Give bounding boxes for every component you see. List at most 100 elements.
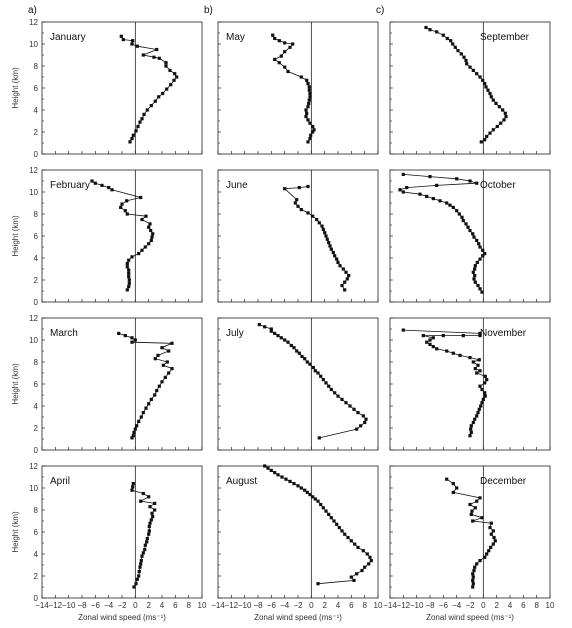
data-point: [491, 542, 495, 546]
data-point: [369, 559, 373, 563]
data-point: [473, 280, 477, 284]
data-point: [297, 186, 301, 190]
data-point: [145, 537, 149, 541]
data-point: [455, 486, 459, 490]
data-point: [324, 234, 328, 238]
data-point: [468, 228, 472, 233]
data-point: [346, 535, 350, 540]
y-tick-label: 0: [34, 446, 39, 455]
series-line: [259, 324, 367, 439]
column-label-1: b): [204, 5, 213, 16]
data-point: [306, 211, 310, 215]
data-point: [475, 414, 479, 418]
x-tick-label: 4: [508, 601, 513, 610]
data-point: [306, 118, 310, 122]
data-point: [478, 369, 482, 373]
data-point: [131, 485, 135, 489]
data-point: [464, 58, 468, 63]
data-point: [361, 549, 365, 553]
data-point: [165, 87, 169, 91]
data-point: [455, 209, 459, 213]
data-point: [475, 499, 479, 503]
data-point: [286, 340, 290, 344]
data-point: [470, 509, 474, 513]
data-point: [284, 477, 288, 481]
x-tick-label: −8: [253, 601, 263, 610]
data-point: [277, 39, 281, 43]
data-point: [141, 53, 145, 57]
data-point: [428, 338, 432, 342]
data-point: [431, 197, 435, 201]
x-tick-label: 0: [481, 601, 486, 610]
data-point: [491, 128, 495, 132]
data-point: [295, 198, 299, 202]
data-point: [451, 42, 455, 46]
data-point: [161, 91, 165, 96]
data-point: [125, 212, 129, 216]
data-point: [276, 473, 280, 477]
data-point: [167, 371, 171, 375]
data-point: [125, 199, 129, 203]
data-point: [136, 124, 140, 129]
data-point: [465, 62, 469, 66]
data-point: [481, 78, 485, 82]
data-point: [311, 124, 315, 129]
data-point: [140, 554, 144, 558]
panel-april: −14 −12 −10 −8 −6 −4 −2 0 2 4 6 8 10024681012AprilHe…: [11, 462, 207, 622]
data-point: [173, 72, 177, 76]
data-point: [288, 45, 292, 49]
data-point: [117, 331, 121, 335]
data-point: [153, 99, 157, 103]
data-point: [147, 242, 151, 246]
x-tick-label: −4: [280, 601, 290, 610]
data-point: [456, 49, 460, 53]
data-point: [327, 384, 331, 388]
data-point: [130, 340, 134, 344]
data-point: [472, 235, 476, 239]
month-label: January: [50, 32, 86, 43]
data-point: [480, 387, 484, 392]
data-point: [141, 551, 145, 555]
data-point: [315, 217, 319, 222]
data-point: [139, 195, 143, 200]
data-point: [143, 245, 147, 249]
data-point: [338, 264, 342, 268]
data-point: [481, 397, 485, 401]
data-point: [317, 436, 321, 440]
panel-january: 0 2 4 6 8 10 12 January Height (km): [11, 18, 203, 159]
data-point: [504, 115, 508, 119]
data-point: [127, 271, 131, 275]
data-point: [308, 493, 312, 497]
x-tick-label: −6: [267, 601, 277, 610]
data-point: [309, 133, 313, 137]
data-point: [495, 124, 499, 129]
data-point: [308, 95, 312, 99]
x-tick-label: −10: [62, 601, 76, 610]
x-tick-label: 6: [349, 601, 354, 610]
series-line: [91, 180, 154, 291]
data-point: [489, 95, 493, 99]
data-point: [355, 427, 359, 431]
y-axis-label: Height (km): [11, 363, 20, 405]
x-tick-label: −14: [35, 601, 49, 610]
y-tick-label: 10: [29, 484, 38, 493]
data-point: [441, 33, 445, 37]
x-tick-label: 2: [146, 601, 151, 610]
data-point: [308, 91, 312, 96]
data-point: [405, 186, 409, 190]
data-point: [483, 374, 487, 378]
data-point: [461, 219, 465, 223]
data-point: [445, 36, 449, 41]
data-point: [333, 254, 337, 258]
data-point: [367, 562, 371, 566]
data-point: [299, 486, 303, 490]
data-point: [475, 72, 479, 76]
data-point: [149, 397, 153, 401]
month-label: February: [50, 180, 90, 191]
data-point: [127, 285, 131, 289]
data-point: [155, 47, 159, 52]
data-point: [476, 411, 480, 415]
x-tick-label: 8: [186, 601, 191, 610]
panel-may: May: [217, 21, 379, 155]
x-tick-label: −12: [49, 601, 63, 610]
